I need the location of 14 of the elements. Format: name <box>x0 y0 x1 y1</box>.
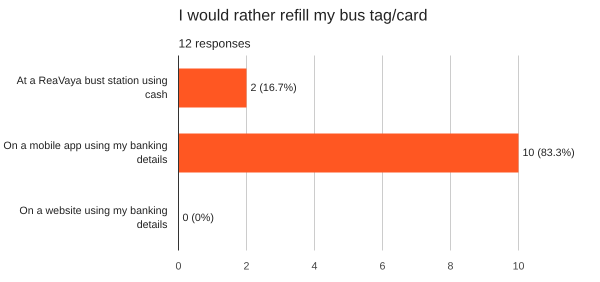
data-label: 10 (83.3%) <box>522 147 575 159</box>
x-tick-label: 2 <box>244 260 250 272</box>
chart-title: I would rather refill my bus tag/card <box>178 8 428 24</box>
y-tick-label: On a mobile app using my banking details <box>3 140 168 166</box>
y-tick-label: On a website using my banking details <box>19 204 168 232</box>
data-label: 2 (16.7%) <box>250 82 297 94</box>
data-label: 0 (0%) <box>182 212 214 224</box>
x-tick-label: 6 <box>380 260 386 272</box>
x-tick-label: 4 <box>312 260 318 272</box>
x-tick-label: 8 <box>448 260 454 272</box>
chart-subtitle: 12 responses <box>178 36 251 50</box>
x-tick-label: 0 <box>176 260 182 272</box>
y-tick-label: At a ReaVaya bust station using cash <box>16 74 168 102</box>
x-tick-label: 10 <box>512 260 524 272</box>
